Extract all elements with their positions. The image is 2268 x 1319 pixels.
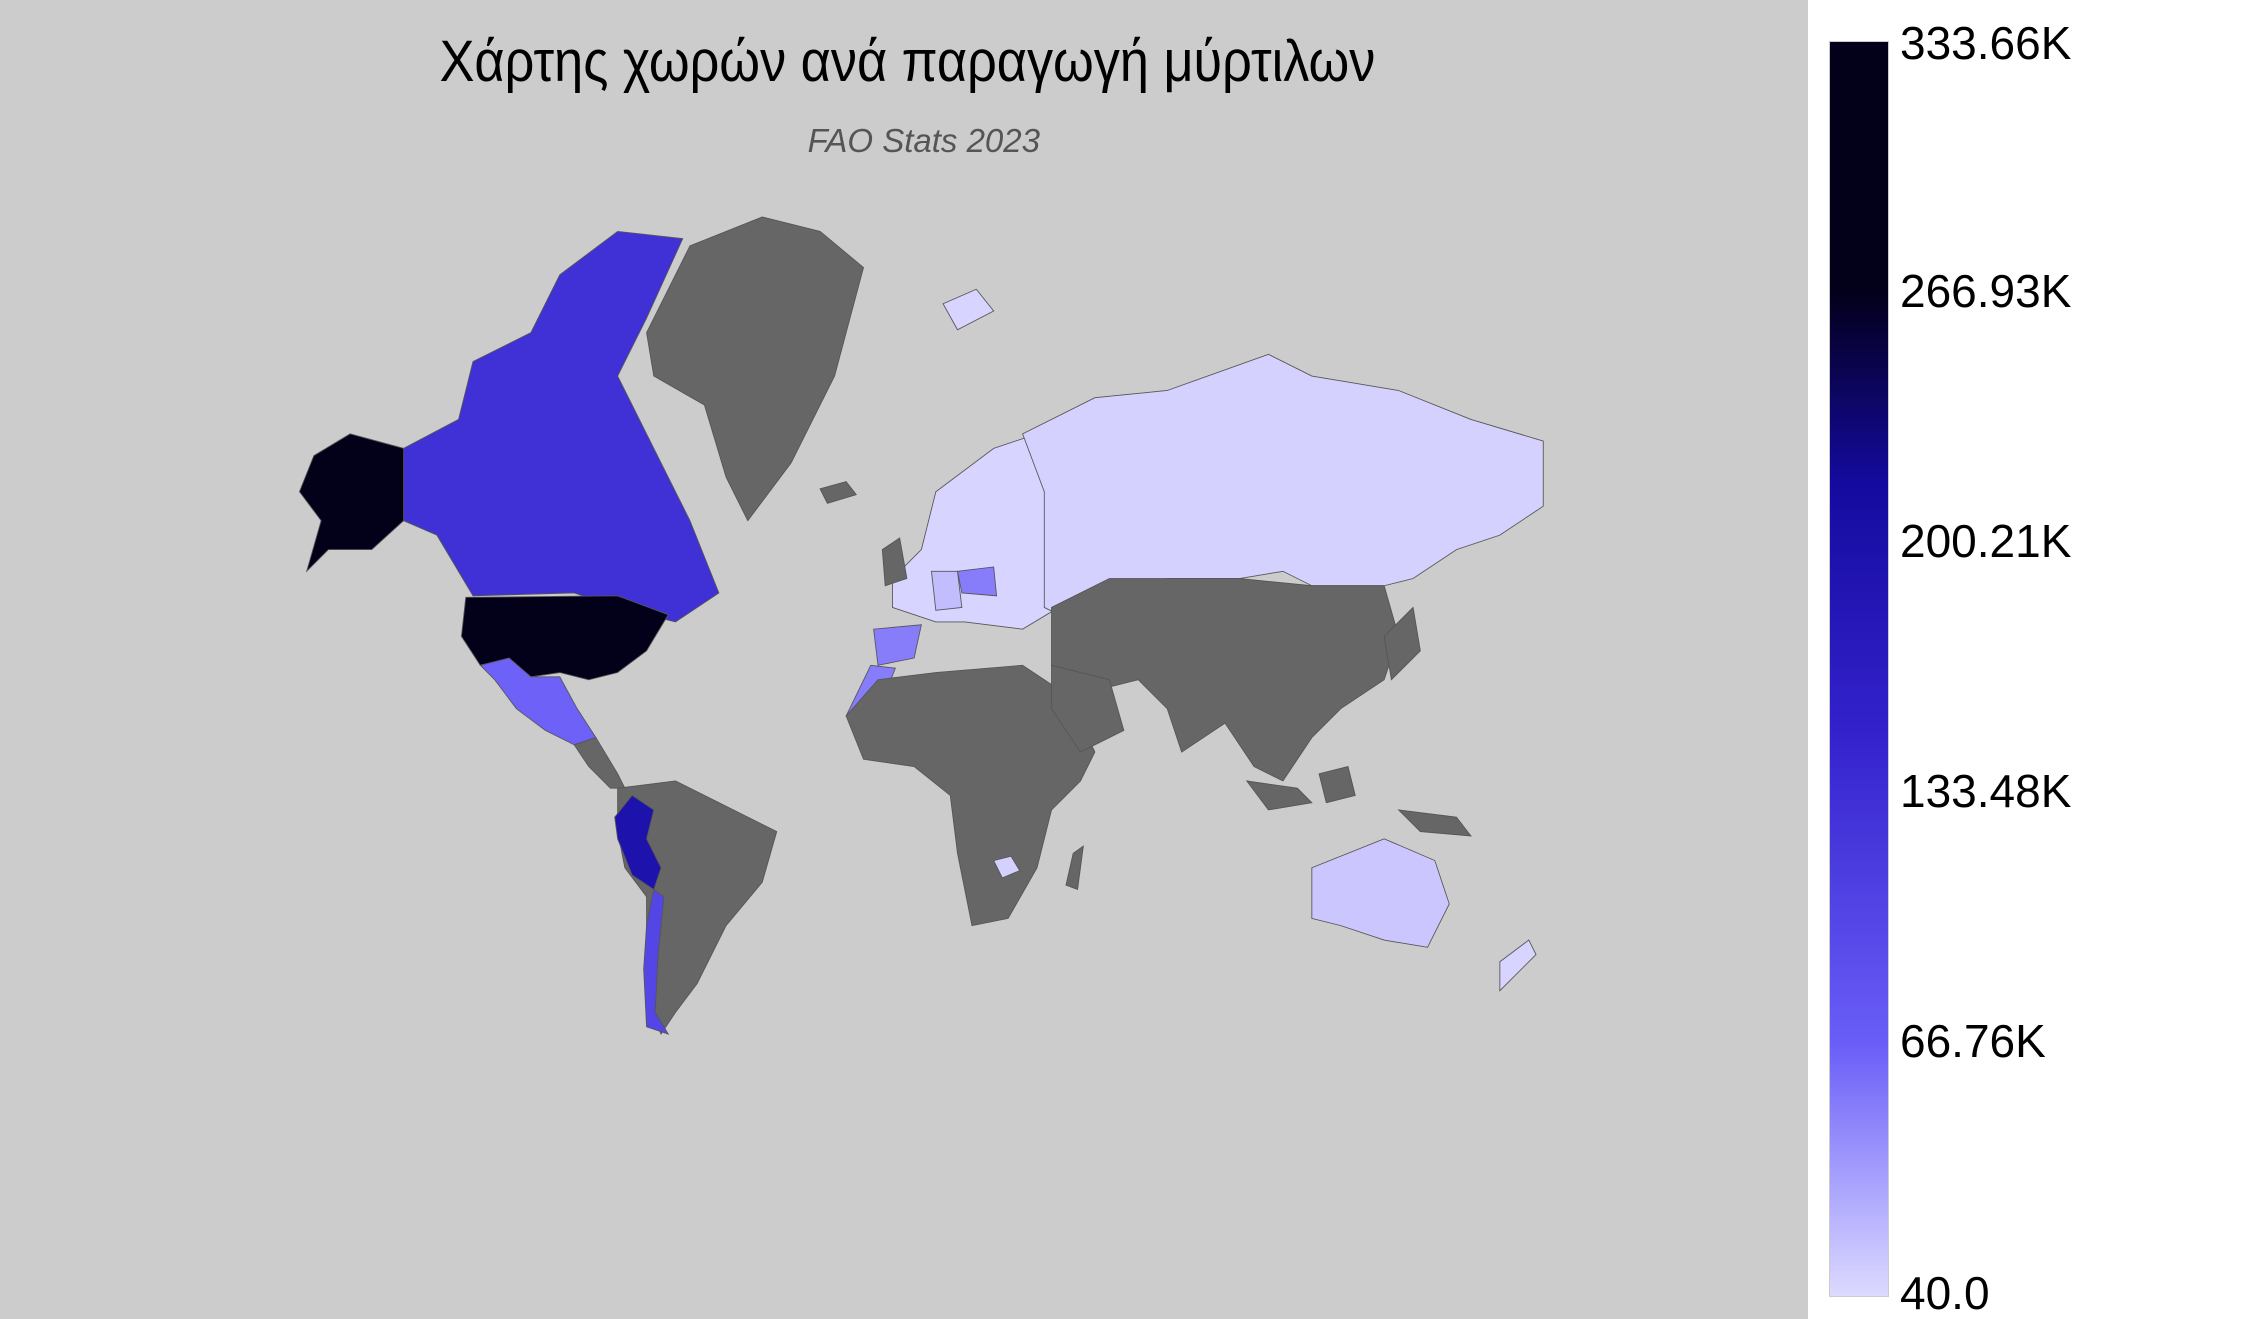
colorbar-tick: 133.48K	[1900, 765, 2072, 817]
country-arabia[interactable]	[1051, 664, 1125, 753]
country-peru[interactable]	[614, 794, 662, 891]
country-poland[interactable]	[956, 566, 998, 597]
colorbar-tick: 200.21K	[1900, 515, 2072, 567]
colorbar-tick: 40.0	[1900, 1267, 1990, 1319]
country-canada[interactable]	[403, 230, 720, 623]
country-alaska[interactable]	[298, 433, 405, 573]
world-map[interactable]	[0, 0, 1808, 1319]
country-new-zealand[interactable]	[1499, 939, 1537, 992]
country-greenland[interactable]	[646, 216, 864, 522]
country-spain[interactable]	[873, 624, 922, 666]
country-australia[interactable]	[1311, 838, 1450, 948]
country-madagascar[interactable]	[1065, 845, 1084, 891]
map-plot-area: Χάρτης χωρών ανά παραγωγή μύρτιλων FAO S…	[0, 0, 1808, 1319]
country-indonesia[interactable]	[1245, 780, 1313, 811]
country-germany[interactable]	[930, 570, 963, 611]
country-new-guinea[interactable]	[1397, 809, 1472, 837]
chart-title: Χάρτης χωρών ανά παραγωγή μύρτιλων	[439, 29, 1376, 94]
colorbar-tick: 66.76K	[1900, 1015, 2046, 1067]
country-svalbard[interactable]	[942, 288, 995, 331]
country-japan[interactable]	[1383, 606, 1421, 681]
country-chile[interactable]	[643, 888, 670, 1035]
chart-subtitle: FAO Stats 2023	[807, 122, 1040, 159]
country-united-states[interactable]	[460, 595, 669, 681]
country-uk[interactable]	[881, 537, 908, 587]
country-iceland[interactable]	[819, 481, 858, 504]
country-borneo[interactable]	[1318, 765, 1356, 804]
colorbar-panel: 333.66K 266.93K 200.21K 133.48K 66.76K 4…	[1808, 0, 2268, 1319]
country-central-america[interactable]	[573, 737, 626, 789]
colorbar-tick: 333.66K	[1900, 17, 2072, 69]
country-africa[interactable]	[845, 664, 1096, 927]
colorbar	[1829, 41, 1889, 1297]
colorbar-tick: 266.93K	[1900, 265, 2072, 317]
country-russia[interactable]	[1022, 353, 1544, 623]
country-asia[interactable]	[1051, 578, 1400, 782]
country-zimbabwe[interactable]	[993, 855, 1021, 879]
